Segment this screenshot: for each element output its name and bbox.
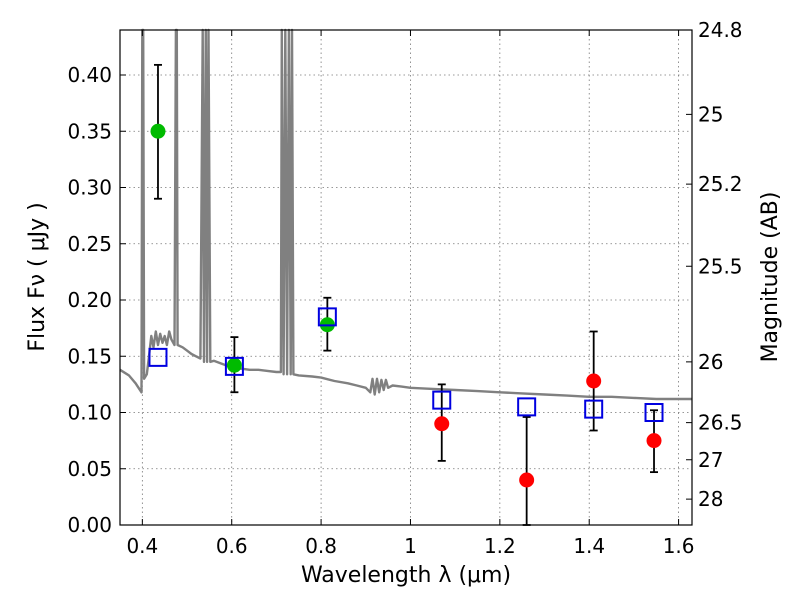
y-tick-label: 0.20 bbox=[67, 288, 112, 312]
model-square-marker bbox=[148, 347, 168, 367]
model-square-marker bbox=[224, 356, 244, 376]
model-square-marker bbox=[644, 403, 664, 422]
x-tick-label: 0.4 bbox=[126, 534, 158, 558]
y-tick-label: 0.35 bbox=[67, 119, 112, 143]
y-tick-label: 0.00 bbox=[67, 513, 112, 537]
x-tick-label: 1 bbox=[404, 534, 417, 558]
data-point-marker bbox=[226, 357, 242, 373]
model-square-marker bbox=[517, 397, 537, 417]
x-tick-label: 1.4 bbox=[573, 534, 605, 558]
right-tick-label: 26.5 bbox=[698, 411, 743, 435]
data-point-marker bbox=[586, 373, 602, 389]
right-tick-label: 25 bbox=[698, 102, 723, 126]
data-point-marker bbox=[519, 472, 535, 488]
grid-lines bbox=[120, 30, 692, 525]
sed-model-curve bbox=[119, 28, 692, 401]
model-square-marker bbox=[432, 390, 452, 410]
y-tick-label: 0.40 bbox=[67, 63, 112, 87]
plot-frame bbox=[119, 29, 693, 526]
x-tick-label: 0.6 bbox=[216, 534, 248, 558]
x-axis-label: Wavelength λ (μm) bbox=[301, 563, 511, 588]
right-axis-label: Magnitude (AB) bbox=[758, 192, 783, 363]
y-tick-label: 0.15 bbox=[67, 344, 112, 368]
model-square-marker bbox=[584, 399, 604, 419]
right-tick-label: 26 bbox=[698, 350, 723, 374]
y-tick-label: 0.05 bbox=[67, 457, 112, 481]
data-point-marker bbox=[646, 433, 662, 449]
x-tick-label: 0.8 bbox=[305, 534, 337, 558]
data-marks bbox=[148, 63, 664, 526]
x-tick-label: 1.6 bbox=[663, 534, 695, 558]
right-tick-label: 24.8 bbox=[698, 18, 743, 42]
y-axis-label: Flux Fν ( μJy ) bbox=[25, 202, 50, 351]
right-tick-label: 25.5 bbox=[698, 254, 743, 278]
y-tick-label: 0.30 bbox=[67, 176, 112, 200]
right-tick-label: 25.2 bbox=[698, 172, 743, 196]
model-square-marker bbox=[317, 307, 337, 327]
x-tick-label: 1.2 bbox=[484, 534, 516, 558]
right-tick-label: 28 bbox=[698, 487, 723, 511]
y-tick-label: 0.25 bbox=[67, 232, 112, 256]
y-tick-label: 0.10 bbox=[67, 401, 112, 425]
right-tick-label: 27 bbox=[698, 448, 723, 472]
data-point-marker bbox=[150, 123, 166, 139]
data-point-marker bbox=[434, 416, 450, 432]
axis-ticks: 0.4 0.6 0.8 1 1.2 1.4 1.6 0.00 0.05 0.10 0.15 0.20 0… bbox=[67, 18, 742, 558]
